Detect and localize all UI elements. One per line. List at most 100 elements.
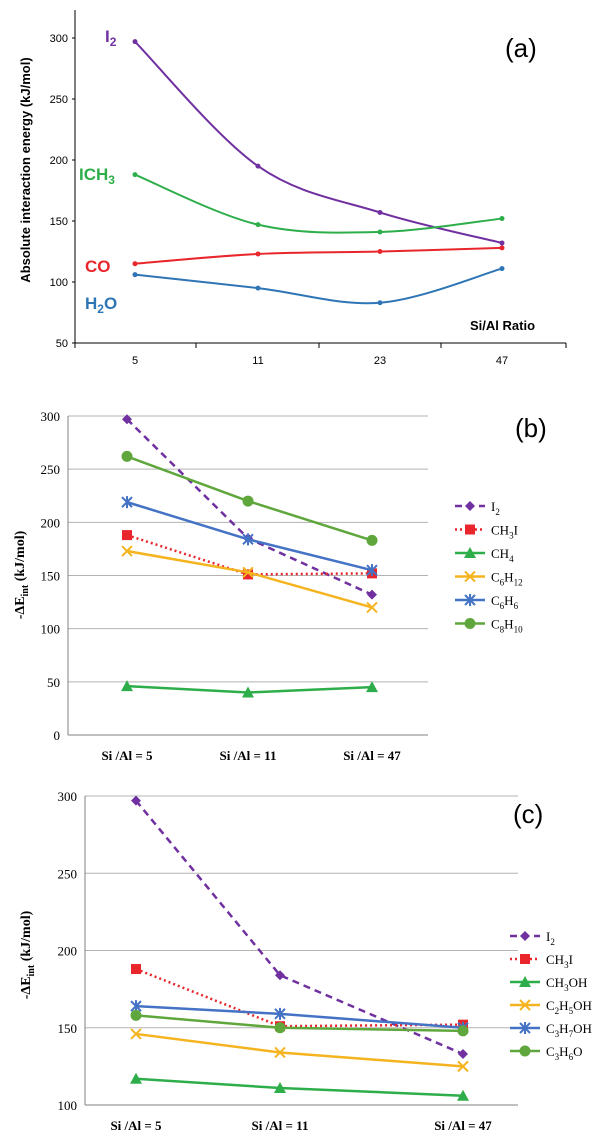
panel-c-data-point [457, 1060, 469, 1073]
panel-b-data-point [242, 533, 254, 546]
panel-a-data-point [255, 222, 261, 228]
panel-b-legend: I2 CH3I CH4 C6H12 C6H6 C8H10 [455, 499, 523, 635]
panel-b-label: (b) [515, 413, 547, 443]
panel-b-y-tick-label: 100 [41, 622, 61, 637]
panel-b-legend-marker [464, 594, 476, 606]
panel-c-legend-label: C3H6O [546, 1044, 582, 1062]
panel-c-label: (c) [513, 799, 543, 829]
chart-panel-b: 0 50 100 150 200 250 300 Si /Al = 5 Si /Al = 11… [13, 409, 547, 763]
panel-a-y-tick-label: 50 [56, 338, 68, 350]
panel-a-data-point [255, 251, 261, 257]
panel-c-data-point [457, 1025, 469, 1037]
panel-b-data-point [242, 686, 254, 698]
panel-b-legend-label: CH3I [491, 523, 518, 541]
panel-b-x-ticks: Si /Al = 5 Si /Al = 11 Si /Al = 47 [101, 748, 401, 763]
panel-a-data-point [499, 266, 505, 272]
panel-c-x-tick-label: Si /Al = 47 [434, 1118, 492, 1130]
panel-a-data-point [132, 272, 138, 278]
panel-c-y-ticks: 100 150 200 250 300 [58, 789, 78, 1113]
panel-c-legend-label: CH3I [546, 952, 573, 970]
panel-b-data-point [122, 414, 132, 425]
panel-c-data-point [457, 1089, 469, 1101]
panel-a-data-point [132, 261, 138, 267]
panel-b-legend-marker [465, 501, 475, 511]
panel-c-legend-label: CH3OH [546, 975, 587, 993]
panel-a-y-ticks: 300 250 200 150 100 50 [50, 33, 75, 350]
panel-c-legend-marker [519, 1022, 531, 1034]
panel-b-data-point [243, 569, 253, 580]
panel-b-data-point [121, 450, 133, 462]
panel-b-y-tick-label: 150 [41, 569, 61, 584]
panel-c-legend-marker [519, 999, 531, 1011]
panel-c-data-point [131, 964, 141, 975]
panel-a-data-point [499, 240, 505, 246]
panel-a-data-point [377, 300, 383, 306]
panel-a-data-point [377, 229, 383, 235]
panel-b-y-tick-label: 0 [54, 728, 61, 743]
panel-b-series-line [126, 418, 373, 596]
panel-c-data-point [274, 1022, 286, 1034]
panel-b-y-tick-label: 50 [47, 675, 60, 690]
panel-c-data-point [274, 1007, 286, 1020]
panel-c-x-tick-label: Si /Al = 11 [252, 1118, 309, 1130]
panel-b-x-tick-label: Si /Al = 11 [220, 748, 277, 763]
panel-b-data-point [366, 534, 378, 546]
panel-c-y-tick-label: 250 [58, 866, 78, 881]
panel-b-legend-marker [464, 570, 476, 583]
panel-c-y-axis-label: -ΔEint (kJ/mol) [19, 910, 37, 999]
panel-c-data-point [275, 970, 285, 981]
panel-a-data-point [132, 39, 138, 45]
panel-c-legend-label: C3H7OH [546, 1021, 592, 1039]
panel-b-y-tick-label: 300 [41, 409, 61, 424]
panel-a-series-label: I2 [105, 27, 117, 49]
panel-c-legend-marker [519, 976, 531, 987]
panel-c-data-point [274, 1082, 286, 1094]
panel-b-data-point [366, 601, 378, 614]
panel-b-data-point [366, 564, 378, 577]
panel-c-data-point [458, 1049, 468, 1060]
panel-b-data-point [121, 545, 133, 557]
panel-b-data-point [242, 495, 254, 507]
panel-a-series-line [134, 173, 503, 234]
panel-b-x-tick-label: Si /Al = 5 [101, 748, 153, 763]
panel-a-data-point [255, 163, 261, 169]
panel-a-series-label: CO [85, 257, 111, 276]
panel-a-x-tick-label: 47 [496, 355, 508, 367]
panel-c-legend-marker [519, 1045, 531, 1057]
panel-a-label: (a) [505, 33, 537, 63]
panel-c-data-point [130, 1028, 142, 1040]
chart-panel-a: 300 250 200 150 100 50 5 11 23 47 I2 ICH3 CO H2O (a… [18, 10, 567, 367]
panel-b-legend-label: C8H10 [491, 617, 523, 635]
panel-b-y-axis-label: -ΔEint (kJ/mol) [13, 530, 31, 619]
panel-b-x-tick-label: Si /Al = 47 [343, 748, 401, 763]
panel-b-legend-label: CH4 [491, 546, 514, 564]
panel-b-legend-marker [464, 547, 476, 558]
panel-a-series-line [134, 267, 503, 305]
panel-a-x-tick-label: 5 [132, 355, 138, 367]
panel-a-y-axis-label: Absolute interaction energy (kJ/mol) [18, 57, 33, 282]
panel-c-legend-marker [520, 931, 530, 941]
panel-c-data-point [130, 1072, 142, 1084]
panel-c-y-tick-label: 300 [58, 789, 78, 804]
panel-b-legend-label: I2 [491, 499, 500, 517]
panel-b-data-point [367, 589, 377, 600]
panel-a-x-ticks: 5 11 23 47 [74, 343, 567, 367]
panel-b-y-tick-label: 200 [41, 515, 61, 530]
panel-c-legend-marker [520, 954, 530, 964]
panel-a-data-point [499, 245, 505, 251]
panel-a-y-tick-label: 200 [50, 155, 68, 167]
panel-c-series-line [135, 967, 464, 1028]
panel-b-y-ticks: 0 50 100 150 200 250 300 [41, 409, 61, 743]
panel-b-data-point [242, 566, 254, 579]
panel-a-x-axis-label: Si/Al Ratio [470, 318, 535, 333]
panel-a-series-line [134, 40, 503, 244]
panel-a-y-tick-label: 100 [50, 277, 68, 289]
panel-a-y-tick-label: 250 [50, 94, 68, 106]
panel-b-legend-marker [464, 618, 476, 629]
panel-c-data-point [130, 1009, 142, 1021]
panel-c-grid [85, 795, 518, 1106]
panel-a-series-labels: I2 ICH3 CO H2O [79, 27, 117, 316]
panel-c-series-line [135, 1032, 464, 1068]
panel-c-x-ticks: Si /Al = 5 Si /Al = 11 Si /Al = 47 [110, 1118, 492, 1130]
